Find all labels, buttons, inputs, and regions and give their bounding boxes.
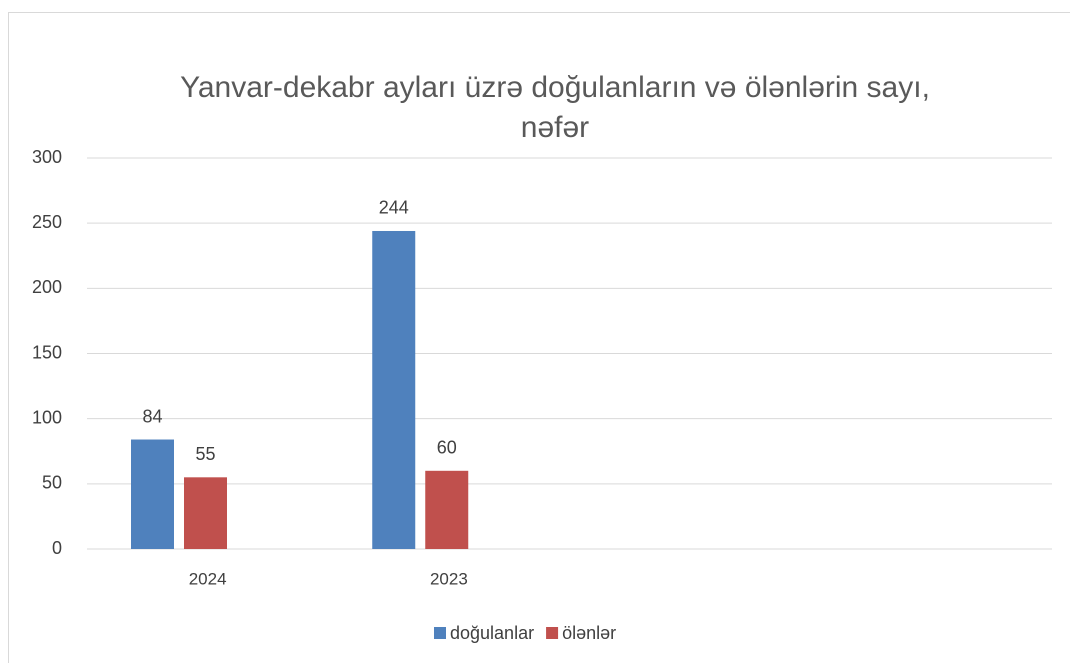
legend-swatch bbox=[546, 627, 559, 639]
y-tick-label: 0 bbox=[52, 538, 62, 558]
y-tick-label: 250 bbox=[32, 212, 62, 232]
data-label: 84 bbox=[142, 406, 162, 426]
legend-label: ölənlər bbox=[562, 623, 616, 643]
x-tick-label: 2023 bbox=[430, 569, 468, 588]
data-label: 244 bbox=[379, 198, 409, 218]
y-tick-label: 300 bbox=[32, 147, 62, 167]
y-tick-label: 50 bbox=[42, 473, 62, 493]
y-tick-label: 200 bbox=[32, 277, 62, 297]
legend-swatch bbox=[434, 627, 446, 639]
bar bbox=[131, 439, 174, 549]
y-tick-label: 100 bbox=[32, 407, 62, 427]
x-tick-label: 2024 bbox=[189, 569, 227, 588]
bar bbox=[425, 470, 469, 549]
bar bbox=[372, 230, 416, 549]
chart-frame bbox=[8, 12, 1070, 663]
data-label: 55 bbox=[195, 444, 215, 464]
y-tick-label: 150 bbox=[32, 342, 62, 362]
legend-label: doğulanlar bbox=[450, 623, 534, 643]
chart-title: Yanvar-dekabr ayları üzrə doğulanların v… bbox=[180, 71, 930, 144]
bar bbox=[184, 477, 227, 549]
data-label: 60 bbox=[437, 438, 457, 458]
